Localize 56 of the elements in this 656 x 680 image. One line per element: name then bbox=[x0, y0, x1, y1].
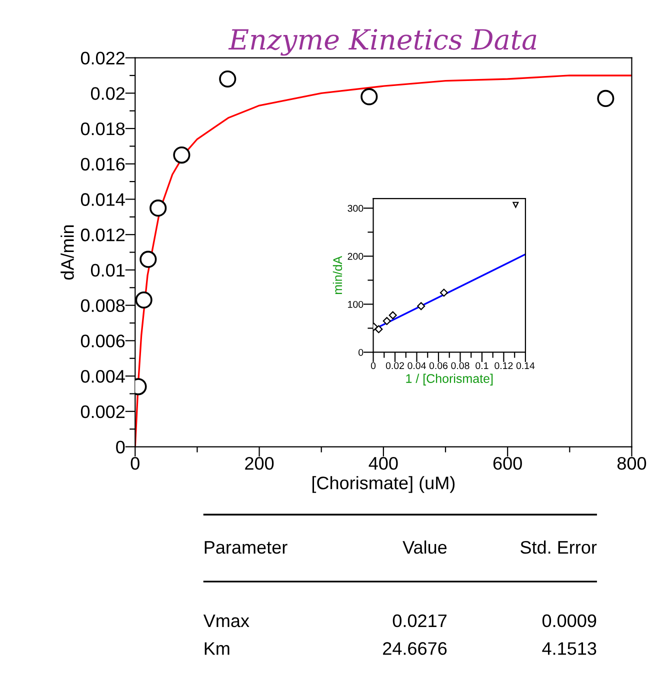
point bbox=[173, 146, 190, 164]
text: Std. Error bbox=[520, 540, 597, 554]
y-tick-label: 0.004 bbox=[80, 370, 125, 383]
text: Km bbox=[204, 642, 230, 655]
text: Vmax bbox=[203, 614, 250, 628]
y-tick-label: 0.022 bbox=[80, 52, 125, 65]
point bbox=[417, 302, 426, 310]
text: 4.1513 bbox=[542, 642, 596, 655]
y-tick-label: 0.012 bbox=[80, 228, 125, 242]
x-tick-label: 0.1 bbox=[476, 362, 488, 370]
text: Value bbox=[402, 540, 447, 554]
point bbox=[382, 317, 391, 326]
point bbox=[512, 202, 519, 208]
point bbox=[440, 288, 448, 297]
x-tick-label: 200 bbox=[245, 456, 274, 470]
x-tick-label: 0.12 bbox=[494, 362, 513, 370]
y-tick-label: 100 bbox=[348, 300, 364, 308]
y-tick-label: 300 bbox=[348, 204, 364, 212]
y-tick-label: 200 bbox=[348, 252, 364, 260]
point bbox=[219, 70, 236, 88]
x-tick-label: 0 bbox=[130, 456, 140, 470]
y-tick-label: 0 bbox=[358, 348, 364, 356]
x-tick-label: 0.02 bbox=[386, 362, 404, 370]
y-tick-label: 0.018 bbox=[80, 122, 125, 136]
chart-title: Enzyme Kinetics Data bbox=[228, 29, 536, 56]
point bbox=[140, 250, 157, 268]
point bbox=[150, 200, 167, 217]
x-tick-label: 600 bbox=[493, 456, 522, 470]
x-axis-title: 1 / [Chorismate] bbox=[406, 374, 493, 386]
x-tick-label: 0.04 bbox=[408, 362, 426, 370]
x-tick-label: 0.14 bbox=[516, 362, 535, 370]
x-tick-label: 0.08 bbox=[451, 362, 470, 370]
x-tick-label: 800 bbox=[617, 456, 646, 470]
point bbox=[388, 311, 397, 320]
text: Parameter bbox=[204, 541, 288, 554]
y-tick-label: 0.002 bbox=[80, 405, 125, 418]
text: 0.0009 bbox=[542, 614, 596, 628]
x-tick-label: 0 bbox=[370, 362, 376, 370]
point bbox=[374, 325, 383, 334]
point bbox=[135, 291, 152, 309]
y-tick-label: 0.01 bbox=[90, 264, 125, 277]
y-tick-label: 0.016 bbox=[80, 158, 125, 171]
x-tick-label: 400 bbox=[368, 456, 398, 470]
y-tick-label: 0.006 bbox=[80, 334, 125, 348]
text: 24.6676 bbox=[383, 642, 447, 655]
x-tick-label: 0.06 bbox=[429, 362, 448, 370]
y-axis-title: min/dA bbox=[332, 256, 342, 294]
x-axis-title: [Chorismate] (uM) bbox=[312, 476, 455, 493]
point bbox=[360, 88, 378, 106]
point bbox=[597, 90, 614, 108]
y-axis-title: dA/min bbox=[60, 225, 74, 280]
y-tick-label: 0.02 bbox=[90, 87, 125, 100]
y-tick-label: 0 bbox=[116, 440, 125, 454]
text: 0.0217 bbox=[392, 614, 446, 628]
y-tick-label: 0.014 bbox=[80, 193, 125, 206]
y-tick-label: 0.008 bbox=[80, 299, 125, 312]
